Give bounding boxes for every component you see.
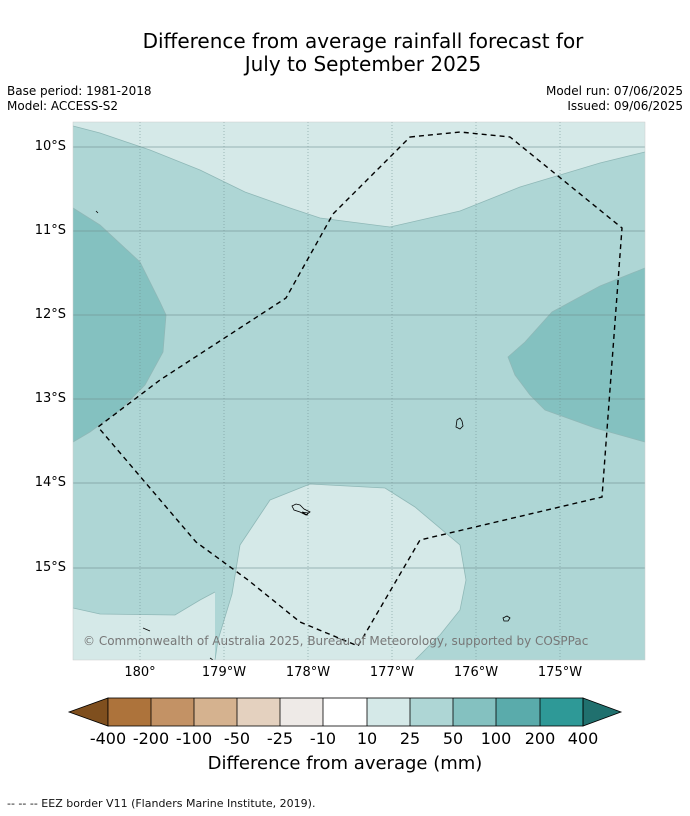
colorbar <box>67 697 623 727</box>
base-period: Base period: 1981-2018 <box>7 84 152 98</box>
colorbar-tick: 100 <box>480 729 512 748</box>
map-title: Difference from average rainfall forecas… <box>0 30 690 76</box>
model-run: Model run: 07/06/2025 <box>545 84 683 98</box>
lon-label: 179°W <box>201 665 247 680</box>
colorbar-tick: 200 <box>524 729 556 748</box>
colorbar-bin <box>280 698 323 726</box>
lon-label: 180° <box>124 665 156 680</box>
colorbar-extend-low <box>67 697 109 727</box>
colorbar-bin <box>323 698 367 726</box>
colorbar-bin <box>496 698 540 726</box>
lon-label: 176°W <box>453 665 499 680</box>
colorbar-title: Difference from average (mm) <box>207 753 483 774</box>
eez-legend-note: -- -- -- EEZ border V11 (Flanders Marine… <box>7 797 316 810</box>
copyright-notice: © Commonwealth of Australia 2025, Bureau… <box>83 634 588 648</box>
map-area: © Commonwealth of Australia 2025, Bureau… <box>73 122 645 660</box>
colorbar-bin <box>194 698 237 726</box>
colorbar-bin <box>540 698 583 726</box>
lat-label: 10°S <box>34 139 66 154</box>
lat-label: 15°S <box>34 560 66 575</box>
colorbar-bin <box>108 698 151 726</box>
region-50-100-west <box>73 208 166 442</box>
colorbar-bin <box>410 698 453 726</box>
region-10-25-south <box>215 484 466 660</box>
colorbar-bin <box>453 698 496 726</box>
colorbar-bin <box>237 698 280 726</box>
islands <box>95 210 511 660</box>
lat-label: 12°S <box>34 307 66 322</box>
colorbar-tick: -10 <box>309 729 337 748</box>
colorbar-tick: 50 <box>442 729 464 748</box>
meta-right: Model run: 07/06/2025 Issued: 09/06/2025 <box>546 84 683 114</box>
region-10-25-north <box>73 122 645 227</box>
region-10-25-southwest <box>73 592 215 660</box>
region-50-100-east <box>508 268 645 442</box>
lon-label: 175°W <box>537 665 583 680</box>
eez-border <box>96 131 623 647</box>
model-name: Model: ACCESS-S2 <box>7 99 119 113</box>
lat-label: 13°S <box>34 391 66 406</box>
issued-date: Issued: 09/06/2025 <box>567 99 683 113</box>
lat-label: 14°S <box>34 475 66 490</box>
colorbar-tick: -200 <box>132 729 170 748</box>
lon-label: 177°W <box>369 665 415 680</box>
title-line-2: July to September 2025 <box>244 52 482 76</box>
meta-left: Base period: 1981-2018 Model: ACCESS-S2 <box>7 84 152 114</box>
colorbar-tick: 25 <box>399 729 421 748</box>
lon-label: 178°W <box>285 665 331 680</box>
lat-label: 11°S <box>34 223 66 238</box>
colorbar-bin <box>151 698 194 726</box>
colorbar-extend-high <box>582 697 623 727</box>
gridlines <box>73 122 645 660</box>
colorbar-tick: -50 <box>223 729 251 748</box>
colorbar-bin <box>367 698 410 726</box>
colorbar-tick: -25 <box>266 729 294 748</box>
colorbar-tick: 400 <box>567 729 599 748</box>
colorbar-tick: -400 <box>89 729 127 748</box>
title-line-1: Difference from average rainfall forecas… <box>142 29 584 53</box>
colorbar-tick: 10 <box>356 729 378 748</box>
colorbar-tick: -100 <box>175 729 213 748</box>
